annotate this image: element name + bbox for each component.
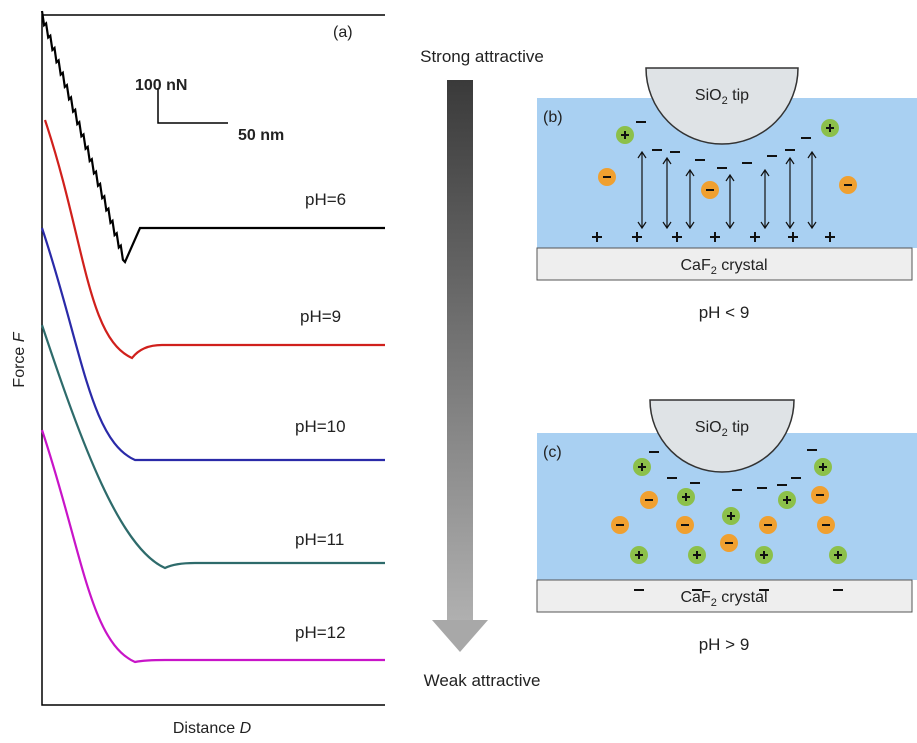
- curve-label: pH=11: [295, 530, 344, 549]
- panel-label: (c): [543, 444, 562, 461]
- gradient-arrow: [432, 80, 488, 652]
- figure: (a) 100 nN 50 nm Force F Distance D pH=6…: [0, 0, 917, 743]
- ion: [677, 488, 695, 506]
- label-part: crystal: [717, 589, 768, 606]
- y-axis-label: Force F: [11, 331, 28, 387]
- ion: [688, 546, 706, 564]
- caption: pH > 9: [699, 635, 750, 654]
- ion: [630, 546, 648, 564]
- x-axis-label: Distance D: [173, 720, 252, 737]
- ion: [759, 516, 777, 534]
- ion: [839, 176, 857, 194]
- curve-label: pH=9: [300, 307, 341, 326]
- ion: [598, 168, 616, 186]
- ion: [611, 516, 629, 534]
- ion: [720, 534, 738, 552]
- label-part: CaF: [680, 257, 710, 274]
- ion: [817, 516, 835, 534]
- curve-label: pH=12: [295, 623, 346, 642]
- curve: [42, 11, 385, 262]
- ion: [814, 458, 832, 476]
- caption: pH < 9: [699, 303, 750, 322]
- label-part: tip: [728, 419, 749, 436]
- ion: [821, 119, 839, 137]
- curve-label: pH=10: [295, 417, 346, 436]
- arrow-top: Strong attractive: [420, 47, 544, 66]
- ion: [633, 458, 651, 476]
- ion: [755, 546, 773, 564]
- label-part: tip: [728, 87, 749, 104]
- ion: [722, 507, 740, 525]
- curve-label: pH=6: [305, 190, 346, 209]
- ion: [640, 491, 658, 509]
- scale-force: 100 nN: [135, 77, 187, 94]
- ion: [811, 486, 829, 504]
- scale-distance: 50 nm: [238, 127, 284, 144]
- label-part: crystal: [717, 257, 768, 274]
- panel-label: (b): [543, 109, 563, 126]
- label-part: SiO: [695, 87, 722, 104]
- ion: [829, 546, 847, 564]
- panel-label: (a): [333, 24, 353, 41]
- ion: [616, 126, 634, 144]
- label-part: CaF: [680, 589, 710, 606]
- arrow-bottom: Weak attractive: [424, 671, 541, 690]
- label-part: SiO: [695, 419, 722, 436]
- ion: [778, 491, 796, 509]
- ion: [676, 516, 694, 534]
- ion: [701, 181, 719, 199]
- curves: pH=6 pH=9 pH=10 pH=11 pH=12: [42, 11, 385, 662]
